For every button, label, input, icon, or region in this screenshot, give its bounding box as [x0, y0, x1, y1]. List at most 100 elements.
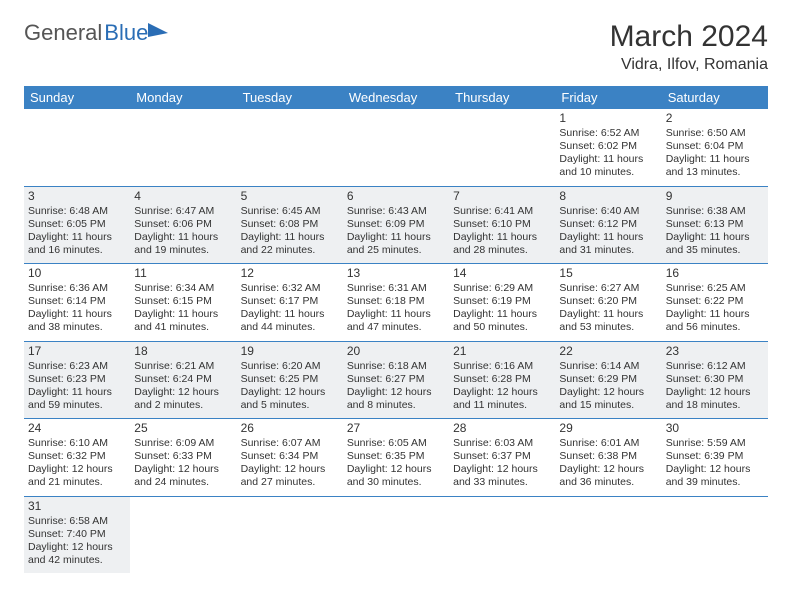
- daylight-text: Daylight: 12 hours: [28, 463, 126, 476]
- daylight-text: and 35 minutes.: [666, 244, 764, 257]
- calendar-day-cell: 31Sunrise: 6:58 AMSunset: 7:40 PMDayligh…: [24, 496, 130, 573]
- daylight-text: Daylight: 12 hours: [28, 541, 126, 554]
- weekday-header: Tuesday: [237, 86, 343, 109]
- calendar-day-cell: 30Sunrise: 5:59 AMSunset: 6:39 PMDayligh…: [662, 419, 768, 497]
- sunrise-text: Sunrise: 6:05 AM: [347, 437, 445, 450]
- daylight-text: Daylight: 12 hours: [241, 463, 339, 476]
- calendar-day-cell: 14Sunrise: 6:29 AMSunset: 6:19 PMDayligh…: [449, 264, 555, 342]
- daylight-text: and 38 minutes.: [28, 321, 126, 334]
- sunrise-text: Sunrise: 6:58 AM: [28, 515, 126, 528]
- sunset-text: Sunset: 6:24 PM: [134, 373, 232, 386]
- daylight-text: Daylight: 11 hours: [28, 308, 126, 321]
- weekday-header: Thursday: [449, 86, 555, 109]
- calendar-day-cell: [449, 496, 555, 573]
- sunset-text: Sunset: 6:25 PM: [241, 373, 339, 386]
- daylight-text: Daylight: 12 hours: [559, 463, 657, 476]
- logo-flag-icon: [148, 23, 168, 37]
- sunrise-text: Sunrise: 6:18 AM: [347, 360, 445, 373]
- calendar-week-row: 24Sunrise: 6:10 AMSunset: 6:32 PMDayligh…: [24, 419, 768, 497]
- weekday-header-row: Sunday Monday Tuesday Wednesday Thursday…: [24, 86, 768, 109]
- calendar-day-cell: 21Sunrise: 6:16 AMSunset: 6:28 PMDayligh…: [449, 341, 555, 419]
- daylight-text: and 44 minutes.: [241, 321, 339, 334]
- sunset-text: Sunset: 6:10 PM: [453, 218, 551, 231]
- day-number: 5: [241, 189, 339, 204]
- sunset-text: Sunset: 6:08 PM: [241, 218, 339, 231]
- daylight-text: Daylight: 12 hours: [347, 463, 445, 476]
- calendar-day-cell: 26Sunrise: 6:07 AMSunset: 6:34 PMDayligh…: [237, 419, 343, 497]
- calendar-day-cell: 9Sunrise: 6:38 AMSunset: 6:13 PMDaylight…: [662, 186, 768, 264]
- calendar-week-row: 17Sunrise: 6:23 AMSunset: 6:23 PMDayligh…: [24, 341, 768, 419]
- location-text: Vidra, Ilfov, Romania: [610, 56, 768, 74]
- daylight-text: Daylight: 11 hours: [241, 308, 339, 321]
- sunrise-text: Sunrise: 6:27 AM: [559, 282, 657, 295]
- day-number: 24: [28, 421, 126, 436]
- calendar-day-cell: [449, 109, 555, 186]
- sunrise-text: Sunrise: 6:12 AM: [666, 360, 764, 373]
- sunset-text: Sunset: 6:32 PM: [28, 450, 126, 463]
- day-number: 10: [28, 266, 126, 281]
- daylight-text: Daylight: 11 hours: [666, 153, 764, 166]
- daylight-text: Daylight: 11 hours: [347, 308, 445, 321]
- sunset-text: Sunset: 6:09 PM: [347, 218, 445, 231]
- calendar-day-cell: 20Sunrise: 6:18 AMSunset: 6:27 PMDayligh…: [343, 341, 449, 419]
- calendar-day-cell: 6Sunrise: 6:43 AMSunset: 6:09 PMDaylight…: [343, 186, 449, 264]
- day-number: 1: [559, 111, 657, 126]
- calendar-day-cell: [662, 496, 768, 573]
- calendar-day-cell: 15Sunrise: 6:27 AMSunset: 6:20 PMDayligh…: [555, 264, 661, 342]
- sunset-text: Sunset: 6:28 PM: [453, 373, 551, 386]
- sunrise-text: Sunrise: 6:36 AM: [28, 282, 126, 295]
- sunrise-text: Sunrise: 6:43 AM: [347, 205, 445, 218]
- daylight-text: Daylight: 11 hours: [559, 231, 657, 244]
- daylight-text: and 30 minutes.: [347, 476, 445, 489]
- sunset-text: Sunset: 7:40 PM: [28, 528, 126, 541]
- sunset-text: Sunset: 6:22 PM: [666, 295, 764, 308]
- logo-text-general: General: [24, 20, 102, 46]
- sunrise-text: Sunrise: 6:01 AM: [559, 437, 657, 450]
- sunrise-text: Sunrise: 6:41 AM: [453, 205, 551, 218]
- daylight-text: Daylight: 11 hours: [28, 386, 126, 399]
- day-number: 30: [666, 421, 764, 436]
- sunrise-text: Sunrise: 6:20 AM: [241, 360, 339, 373]
- day-number: 26: [241, 421, 339, 436]
- daylight-text: Daylight: 12 hours: [666, 463, 764, 476]
- sunset-text: Sunset: 6:29 PM: [559, 373, 657, 386]
- weekday-header: Friday: [555, 86, 661, 109]
- day-number: 29: [559, 421, 657, 436]
- day-number: 13: [347, 266, 445, 281]
- calendar-day-cell: 22Sunrise: 6:14 AMSunset: 6:29 PMDayligh…: [555, 341, 661, 419]
- day-number: 7: [453, 189, 551, 204]
- day-number: 18: [134, 344, 232, 359]
- daylight-text: and 33 minutes.: [453, 476, 551, 489]
- sunrise-text: Sunrise: 6:03 AM: [453, 437, 551, 450]
- daylight-text: and 11 minutes.: [453, 399, 551, 412]
- daylight-text: and 56 minutes.: [666, 321, 764, 334]
- sunrise-text: Sunrise: 6:21 AM: [134, 360, 232, 373]
- sunrise-text: Sunrise: 6:45 AM: [241, 205, 339, 218]
- sunrise-text: Sunrise: 6:40 AM: [559, 205, 657, 218]
- weekday-header: Wednesday: [343, 86, 449, 109]
- daylight-text: Daylight: 11 hours: [666, 308, 764, 321]
- calendar-day-cell: 16Sunrise: 6:25 AMSunset: 6:22 PMDayligh…: [662, 264, 768, 342]
- daylight-text: and 13 minutes.: [666, 166, 764, 179]
- sunrise-text: Sunrise: 6:52 AM: [559, 127, 657, 140]
- day-number: 22: [559, 344, 657, 359]
- title-block: March 2024 Vidra, Ilfov, Romania: [610, 20, 768, 74]
- calendar-day-cell: 18Sunrise: 6:21 AMSunset: 6:24 PMDayligh…: [130, 341, 236, 419]
- calendar-day-cell: [237, 109, 343, 186]
- day-number: 15: [559, 266, 657, 281]
- daylight-text: Daylight: 11 hours: [559, 153, 657, 166]
- day-number: 20: [347, 344, 445, 359]
- calendar-day-cell: [24, 109, 130, 186]
- daylight-text: Daylight: 11 hours: [666, 231, 764, 244]
- calendar-day-cell: 24Sunrise: 6:10 AMSunset: 6:32 PMDayligh…: [24, 419, 130, 497]
- day-number: 27: [347, 421, 445, 436]
- sunrise-text: Sunrise: 6:10 AM: [28, 437, 126, 450]
- day-number: 3: [28, 189, 126, 204]
- calendar-week-row: 10Sunrise: 6:36 AMSunset: 6:14 PMDayligh…: [24, 264, 768, 342]
- sunset-text: Sunset: 6:14 PM: [28, 295, 126, 308]
- day-number: 8: [559, 189, 657, 204]
- day-number: 14: [453, 266, 551, 281]
- sunrise-text: Sunrise: 6:09 AM: [134, 437, 232, 450]
- daylight-text: Daylight: 11 hours: [559, 308, 657, 321]
- sunset-text: Sunset: 6:33 PM: [134, 450, 232, 463]
